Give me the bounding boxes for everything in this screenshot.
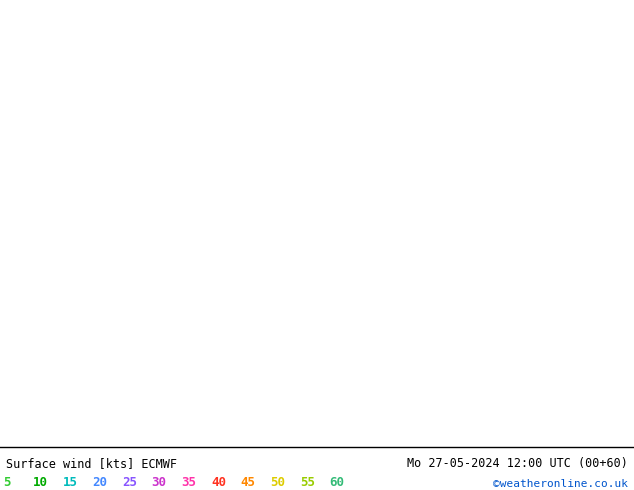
Text: 15: 15: [63, 476, 77, 489]
Text: 50: 50: [270, 476, 285, 489]
Text: Mo 27-05-2024 12:00 UTC (00+60): Mo 27-05-2024 12:00 UTC (00+60): [407, 457, 628, 470]
Text: Surface wind [kts] ECMWF: Surface wind [kts] ECMWF: [6, 457, 178, 470]
Text: 30: 30: [152, 476, 167, 489]
Text: 25: 25: [122, 476, 137, 489]
Text: 45: 45: [241, 476, 256, 489]
Text: 40: 40: [211, 476, 226, 489]
Text: 10: 10: [33, 476, 48, 489]
Text: ©weatheronline.co.uk: ©weatheronline.co.uk: [493, 479, 628, 489]
Text: 35: 35: [181, 476, 197, 489]
Text: 60: 60: [330, 476, 345, 489]
Text: 20: 20: [92, 476, 107, 489]
Text: 55: 55: [300, 476, 315, 489]
Text: 5: 5: [3, 476, 11, 489]
